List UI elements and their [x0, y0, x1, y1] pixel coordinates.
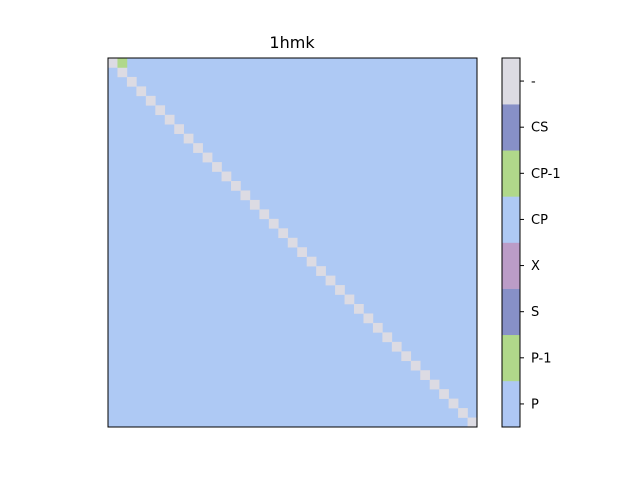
diagonal-cell — [297, 247, 307, 257]
colorbar-segment — [502, 288, 520, 336]
diagonal-cell — [202, 152, 213, 163]
diagonal-cell — [382, 332, 393, 343]
diagonal-cell — [429, 379, 440, 390]
matrix-frame — [107, 57, 478, 428]
diagonal-cell — [212, 162, 222, 172]
colorbar: P P-1 S X CP CP-1 CS - — [501, 57, 561, 428]
colorbar-label: - — [531, 75, 536, 90]
diagonal-cell — [344, 294, 355, 305]
diagonal-cell — [183, 133, 194, 144]
diagonal-cell — [145, 95, 156, 106]
diagonal-cell — [268, 218, 279, 229]
diagonal-cell — [164, 114, 175, 125]
diagonal-cell — [401, 351, 412, 362]
diagonal-cell — [439, 389, 449, 399]
diagonal-cell — [259, 209, 270, 220]
diagonal-cell — [335, 285, 345, 295]
diagonal-cell — [306, 256, 317, 267]
chart-title: 1hmk — [269, 33, 315, 52]
diagonal-cell — [174, 124, 184, 134]
diagonal-cell — [231, 181, 241, 191]
diagonal-cell — [240, 190, 251, 201]
diagonal-cell — [108, 58, 118, 68]
colorbar-segment — [502, 58, 520, 105]
diagonal-cell — [354, 304, 364, 314]
colorbar-segment — [502, 150, 520, 197]
colorbar-label: CS — [531, 121, 548, 136]
colorbar-label: S — [531, 305, 539, 320]
diagonal-cell — [193, 143, 203, 153]
diagonal-cell — [467, 417, 478, 428]
colorbar-segment — [502, 334, 520, 382]
colorbar-label: P — [531, 397, 539, 412]
diagonal-cell — [448, 398, 459, 409]
colorbar-label: CP-1 — [531, 167, 561, 182]
diagonal-cell — [372, 322, 383, 333]
diagonal-cell — [325, 275, 336, 286]
colorbar-label: P-1 — [531, 351, 552, 366]
diagonal-cell — [287, 237, 298, 248]
diagonal-cell — [363, 313, 374, 324]
diagonal-cell — [126, 76, 137, 87]
colorbar-frame — [501, 57, 521, 428]
diagonal-cell — [221, 171, 232, 182]
colorbar-label: X — [531, 259, 540, 274]
colorbar-segment — [502, 196, 520, 243]
diagonal-cell — [391, 341, 402, 352]
diagonal-cell — [136, 86, 147, 97]
diagonal-cell — [155, 105, 166, 116]
colorbar-segment — [502, 380, 520, 428]
diagonal-cell — [410, 360, 421, 371]
diagonal-cell — [458, 408, 468, 418]
diagonal-cell — [278, 228, 289, 239]
diagonal-cell — [249, 199, 260, 210]
colorbar-label: CP — [531, 213, 548, 228]
diagonal-cell — [420, 370, 430, 380]
diagonal-cell — [316, 266, 326, 276]
diagonal-cell — [117, 67, 128, 78]
colorbar-segment — [502, 104, 520, 151]
special-cell — [117, 58, 128, 68]
contact-matrix — [108, 58, 478, 428]
colorbar-segment — [502, 242, 520, 289]
